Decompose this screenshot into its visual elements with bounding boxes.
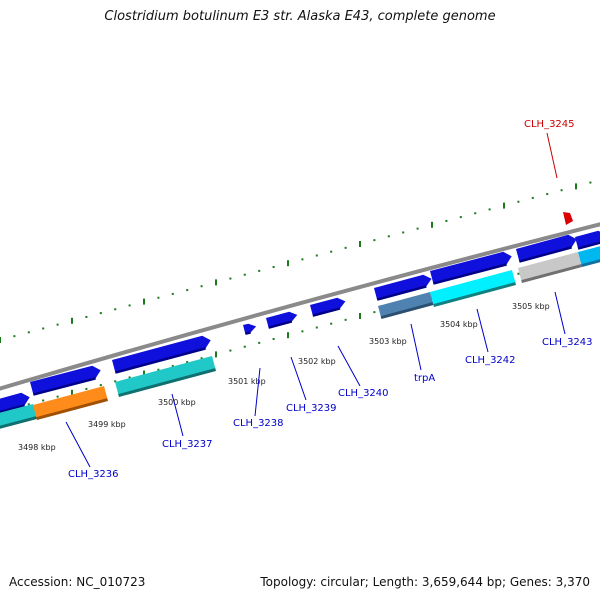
gene-arrow-shadow xyxy=(245,331,251,335)
cds-band-shadow xyxy=(521,264,582,283)
gene-label: CLH_3237 xyxy=(162,439,213,450)
cds-band-shadow xyxy=(581,259,600,267)
cds-band xyxy=(0,404,37,428)
gene-arrow-shadow xyxy=(33,377,96,396)
cds-band xyxy=(115,356,216,396)
gene-arrow-shadow xyxy=(433,263,507,285)
accession-label: Accession: NC_010723 xyxy=(9,575,146,589)
genome-title: Clostridium botulinum E3 str. Alaska E43… xyxy=(104,9,496,24)
gene-arrow-shadow xyxy=(268,320,293,329)
gene-arrow xyxy=(310,297,346,316)
gene-arrow xyxy=(30,365,101,395)
cds-band-shadow xyxy=(433,282,517,307)
gene-label-leader xyxy=(65,421,91,468)
gene-label: CLH_3239 xyxy=(286,403,337,414)
gene-arrow xyxy=(243,323,257,334)
gene-label-leader xyxy=(554,291,566,335)
gene-label-leader xyxy=(290,356,307,401)
gene-label-leader xyxy=(476,308,489,353)
kbp-tick-label: 3501 kbp xyxy=(228,377,266,386)
kbp-tick-label: 3500 kbp xyxy=(158,398,196,407)
gene-arrow xyxy=(516,234,577,262)
gene-arrow-shadow xyxy=(519,246,572,263)
gene-arrow xyxy=(430,251,512,284)
cds-band-shadow xyxy=(0,416,37,429)
gene-arrow xyxy=(112,335,211,373)
genome-summary-label: Topology: circular; Length: 3,659,644 bp… xyxy=(260,575,590,589)
gene-arrow xyxy=(374,274,432,300)
gene-label: CLH_3240 xyxy=(338,388,389,399)
kbp-tick-label: 3504 kbp xyxy=(440,320,478,329)
cds-band xyxy=(430,270,516,306)
gene-label: CLH_3242 xyxy=(465,355,516,366)
gene-label-leader xyxy=(171,393,184,437)
cds-band xyxy=(33,386,108,419)
gene-label-leader xyxy=(337,345,361,387)
kbp-tick-label: 3505 kbp xyxy=(512,302,550,311)
gene-arrow-shadow xyxy=(376,285,427,301)
kbp-tick-label: 3498 kbp xyxy=(18,443,56,452)
cds-band-shadow xyxy=(118,368,217,397)
gene-label-leader xyxy=(546,132,558,179)
cds-band xyxy=(518,252,582,282)
kbp-tick-label: 3499 kbp xyxy=(88,420,126,429)
gene-arrow xyxy=(0,392,30,413)
cds-band xyxy=(378,292,434,318)
gene-label: CLH_3245 xyxy=(524,119,575,130)
cds-band-shadow xyxy=(380,302,434,320)
gene-arrow-shadow xyxy=(0,404,25,414)
gene-arrow-shadow xyxy=(577,241,600,250)
gene-label: CLH_3243 xyxy=(542,337,593,348)
kbp-tick-label: 3502 kbp xyxy=(298,357,336,366)
cds-band-shadow xyxy=(36,398,108,420)
feature-marker-red xyxy=(563,212,573,225)
gene-arrow-shadow xyxy=(312,307,341,317)
gene-arrow xyxy=(266,311,298,328)
gene-arrow-shadow xyxy=(115,347,206,374)
gene-label: CLH_3238 xyxy=(233,418,284,429)
gene-label: CLH_3236 xyxy=(68,469,119,480)
gene-label: trpA xyxy=(414,373,435,384)
gene-label-leader xyxy=(410,323,422,371)
genome-backbone xyxy=(0,222,600,391)
gene-label-leader xyxy=(254,367,261,417)
kbp-tick-label: 3503 kbp xyxy=(369,337,407,346)
